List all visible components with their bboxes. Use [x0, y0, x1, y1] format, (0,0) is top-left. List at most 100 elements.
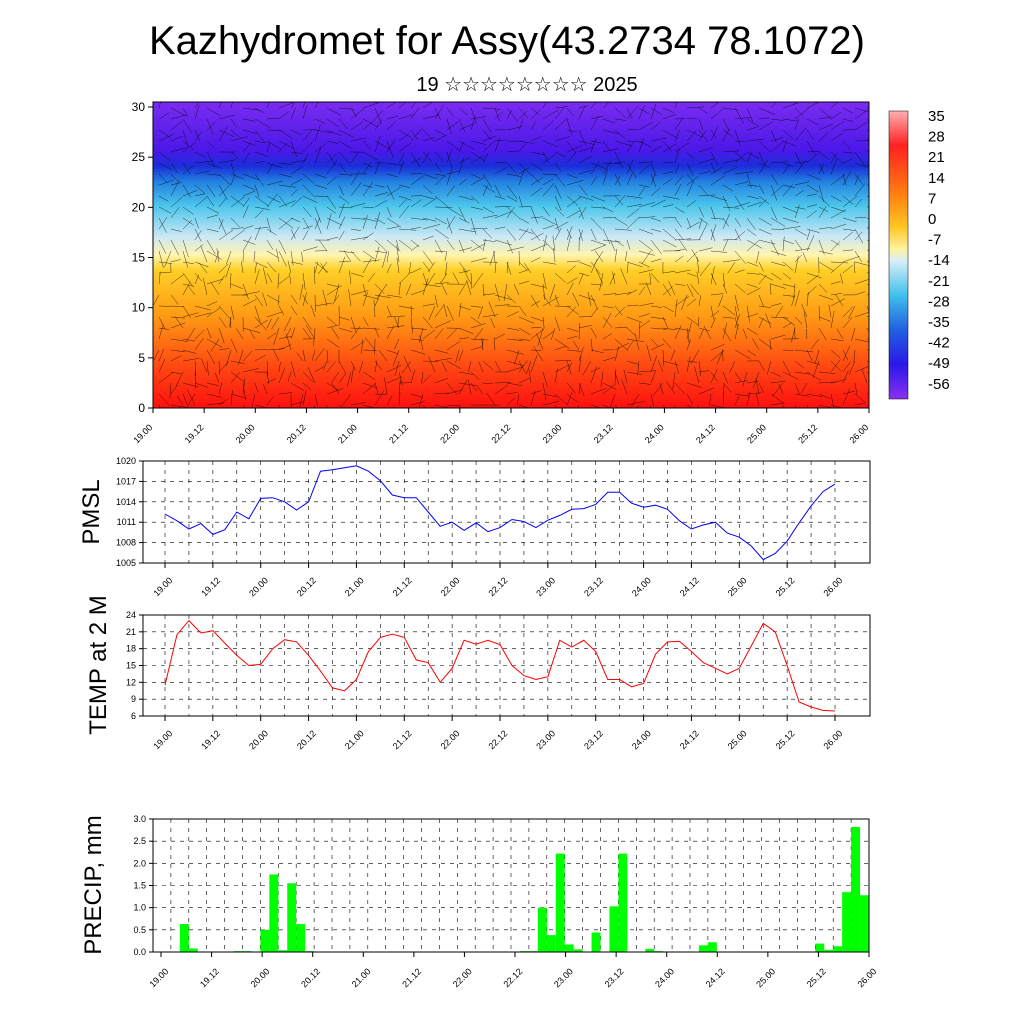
wind-barb [782, 226, 801, 230]
wind-barb [458, 118, 466, 133]
wind-barb [242, 184, 256, 191]
wind-barb [158, 179, 174, 186]
wind-barb [379, 350, 388, 362]
wind-barb [170, 147, 187, 153]
wind-barb [218, 399, 228, 406]
wind-barb [278, 184, 296, 188]
wind-barb [182, 349, 197, 354]
wind-barb [158, 271, 161, 285]
wind-barb [296, 352, 304, 362]
wind-barb [326, 388, 344, 395]
wind-barb [229, 272, 232, 289]
wind-barb [314, 102, 319, 109]
wind-barb [458, 140, 474, 150]
wind-barb [542, 183, 555, 197]
wind-barb [434, 349, 449, 354]
wind-barb [806, 150, 821, 153]
wind-barb [765, 313, 772, 329]
y-tick-label: 1.5 [133, 881, 146, 891]
wind-barb [703, 325, 712, 340]
wind-barb [830, 360, 842, 372]
wind-barb [554, 338, 570, 349]
wind-barb [770, 102, 777, 109]
wind-barb [650, 316, 666, 320]
wind-barb [350, 151, 359, 164]
wind-barb [770, 161, 788, 164]
wind-barb [530, 162, 544, 172]
wind-barb [218, 348, 230, 351]
wind-barb [812, 360, 820, 379]
wind-barb [758, 274, 767, 285]
wind-barb [170, 196, 183, 208]
wind-barb [254, 319, 268, 329]
wind-barb [566, 260, 580, 263]
wind-barb [686, 272, 697, 277]
wind-barb [782, 206, 798, 213]
wind-barb [350, 402, 366, 406]
precip-bar [179, 924, 189, 952]
wind-barb [638, 140, 652, 148]
section-x-tick-label: 21.00 [336, 422, 359, 445]
wind-barb [854, 107, 869, 113]
wind-barb [422, 224, 441, 230]
wind-barb [410, 244, 420, 252]
wind-barb [848, 360, 856, 375]
wind-barb [830, 310, 835, 329]
wind-barb [470, 338, 488, 341]
wind-barb [698, 360, 702, 377]
wind-barb [238, 349, 244, 366]
wind-barb [722, 129, 733, 137]
wind-barb [752, 338, 760, 351]
wind-barb [302, 184, 315, 198]
wind-barb [302, 154, 309, 164]
wind-barb [566, 393, 579, 403]
wind-barb [626, 340, 634, 351]
colorbar-label: -35 [928, 314, 950, 331]
wind-barb [194, 217, 199, 229]
wind-barb [266, 217, 272, 233]
wind-barb [262, 292, 268, 307]
wind-barb [446, 185, 456, 197]
wind-barb [311, 349, 316, 361]
wind-barb [734, 231, 746, 241]
wind-barb [791, 327, 796, 343]
wind-barb [602, 140, 611, 152]
wind-barb [662, 113, 676, 120]
wind-barb [482, 107, 501, 110]
wind-barb [182, 165, 194, 175]
wind-barb [374, 382, 379, 394]
wind-barb [266, 294, 280, 303]
wind-barb [338, 206, 353, 209]
wind-barb [590, 162, 606, 169]
y-tick-label: 0.0 [133, 947, 146, 957]
wind-barb [398, 160, 405, 175]
wind-barb [218, 114, 235, 120]
wind-barb [314, 217, 321, 230]
wind-barb [566, 140, 577, 155]
wind-barb [506, 349, 524, 355]
wind-barb [770, 283, 786, 289]
wind-barb [494, 304, 510, 307]
wind-barb [746, 195, 760, 200]
wind-barb [276, 248, 280, 263]
wind-barb [609, 393, 616, 408]
wind-barb [170, 179, 180, 197]
wind-barb [602, 293, 617, 296]
wind-barb [254, 349, 267, 351]
wind-barb [758, 195, 770, 205]
wind-barb [758, 140, 771, 153]
wind-barb [866, 225, 869, 230]
wind-barb [594, 250, 604, 263]
wind-barb [277, 272, 280, 289]
wind-barb [602, 305, 614, 309]
wind-barb [458, 247, 472, 252]
wind-barb [650, 228, 661, 232]
wind-barb [578, 206, 587, 219]
wind-barb [434, 135, 446, 142]
wind-barb [170, 338, 189, 342]
wind-barb [755, 393, 760, 406]
wind-barb [182, 239, 189, 258]
wind-barb [396, 245, 400, 263]
wind-barb [266, 311, 283, 318]
wind-barb [686, 176, 699, 186]
